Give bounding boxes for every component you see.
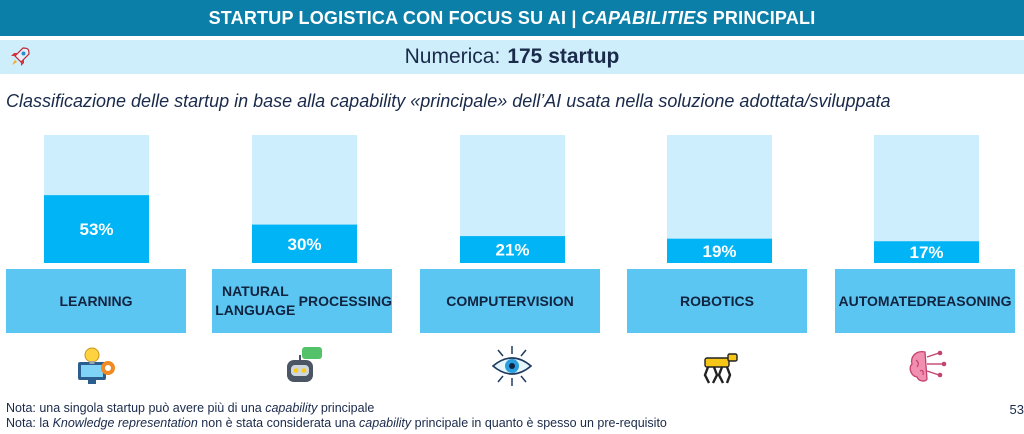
- bar: [252, 224, 357, 263]
- bar-value-label: 17%: [909, 243, 943, 262]
- note-line-2: Nota: la Knowledge representation non è …: [6, 416, 667, 430]
- category-label: AUTOMATED: [838, 292, 927, 309]
- count-value: 175 startup: [507, 45, 620, 68]
- category-label: ROBOTICS: [680, 292, 754, 309]
- title-text-post: PRINCIPALI: [712, 7, 816, 28]
- note2-post: principale in quanto è spesso un pre-req…: [411, 416, 667, 430]
- bar-value-label: 53%: [79, 220, 113, 239]
- bar-value-label: 30%: [287, 235, 321, 254]
- note2-pre: Nota: la: [6, 416, 53, 430]
- robot-dog-icon: [703, 353, 738, 384]
- count-bar: Numerica: 175 startup: [0, 40, 1024, 74]
- bar: [667, 238, 772, 263]
- category-box-automated-reasoning: AUTOMATED REASONING: [835, 269, 1015, 333]
- title-bar: STARTUP LOGISTICA CON FOCUS SU AI | CAPA…: [0, 0, 1024, 36]
- note2-em2: capability: [359, 416, 412, 430]
- note1-em: capability: [265, 401, 318, 415]
- count-label: Numerica:: [404, 45, 501, 68]
- rocket-icon: [11, 47, 30, 66]
- note1-pre: Nota: una singola startup può avere più …: [6, 401, 266, 415]
- category-label: VISION: [526, 292, 574, 309]
- title-text-pre: STARTUP LOGISTICA CON FOCUS SU AI |: [208, 7, 577, 28]
- brain-circuit-icon: [909, 350, 947, 382]
- category-label: PROCESSING: [298, 292, 392, 309]
- category-box-robotics: ROBOTICS: [627, 269, 807, 333]
- bar: [44, 195, 149, 263]
- category-box-learning: LEARNING: [6, 269, 186, 333]
- page-number: 53: [1009, 402, 1024, 417]
- note1-post: principale: [317, 401, 375, 415]
- category-label: COMPUTER: [446, 292, 527, 309]
- chatbot-icon: [287, 347, 322, 382]
- gear-bulb-screen-icon: [78, 347, 115, 384]
- bar: [874, 241, 979, 263]
- note2-mid: non è stata considerata una: [197, 416, 360, 430]
- chart-subtitle: Classificazione delle startup in base al…: [6, 91, 891, 111]
- category-label: REASONING: [926, 292, 1012, 309]
- bar-value-label: 21%: [495, 241, 529, 260]
- title-text-emphasis: CAPABILITIES: [581, 7, 708, 28]
- category-box-nlp: NATURAL LANGUAGE PROCESSING: [212, 269, 392, 333]
- category-label: NATURAL LANGUAGE: [215, 283, 296, 318]
- note-line-1: Nota: una singola startup può avere più …: [6, 401, 374, 415]
- category-box-computer-vision: COMPUTER VISION: [420, 269, 600, 333]
- bar-value-label: 19%: [702, 242, 736, 261]
- category-label: LEARNING: [59, 292, 133, 309]
- bar: [460, 236, 565, 263]
- eye-circuit-icon: [491, 346, 533, 386]
- note2-em1: Knowledge representation: [52, 416, 198, 430]
- bar-chart: 53% 30% 21% 19% 17%: [44, 135, 979, 263]
